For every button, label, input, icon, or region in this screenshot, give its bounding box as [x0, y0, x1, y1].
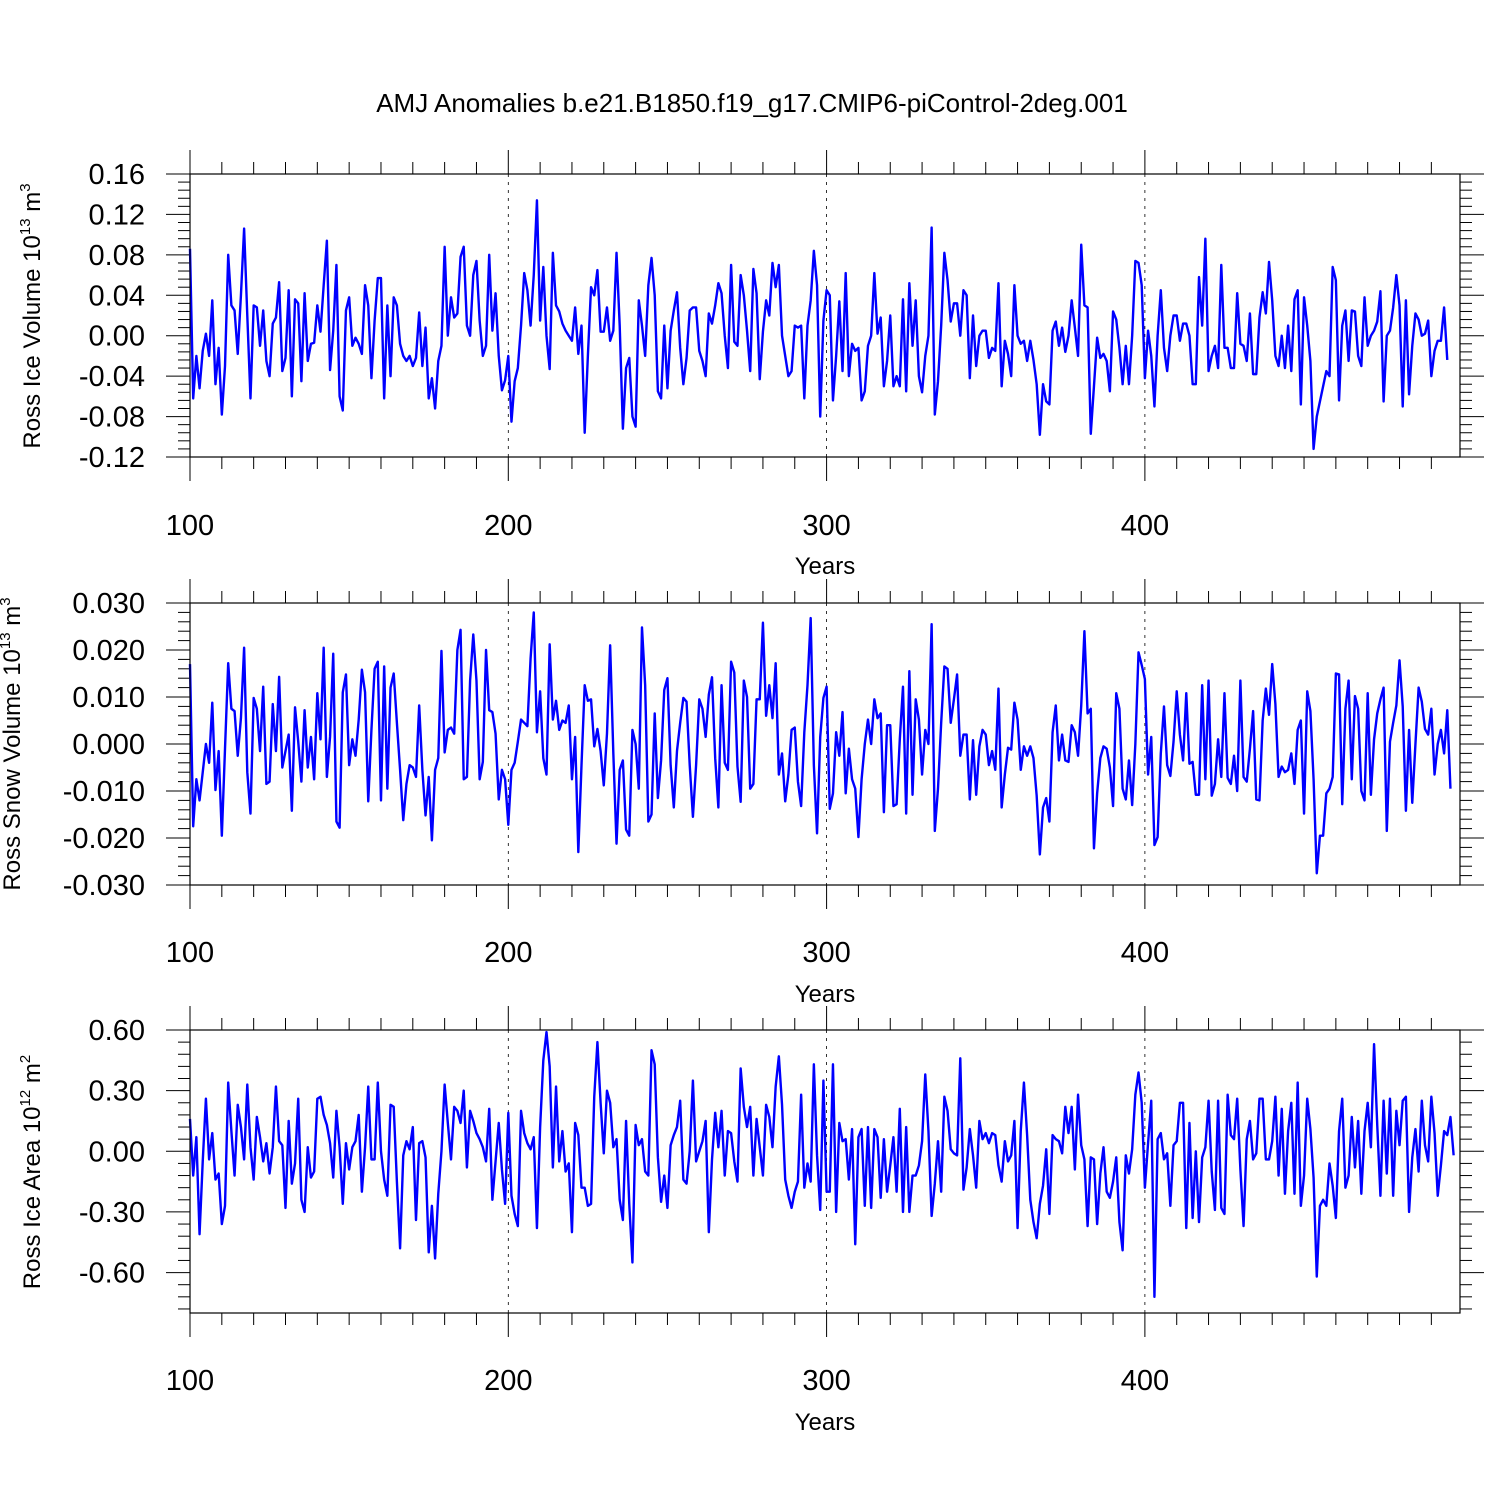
series-line — [188, 611, 1452, 875]
y-tick-label: 0.16 — [89, 159, 145, 191]
x-tick-label: 400 — [1121, 937, 1169, 969]
y-tick-label: 0.60 — [89, 1015, 145, 1047]
y-tick-label: 0.00 — [89, 1136, 145, 1168]
y-tick-label: 0.08 — [89, 240, 145, 272]
x-tick-label: 100 — [166, 937, 214, 969]
x-tick-label: 300 — [802, 510, 850, 542]
plot-frame — [189, 602, 1461, 886]
x-tick-label: 400 — [1121, 510, 1169, 542]
series-line — [188, 1030, 1455, 1299]
x-tick-label: 400 — [1121, 1365, 1169, 1397]
x-tick-label: 200 — [484, 1365, 532, 1397]
y-tick-label: -0.04 — [79, 361, 145, 393]
y-axis-title: Ross Ice Area 1012 m2 — [17, 1055, 46, 1289]
x-axis-title: Years — [795, 553, 856, 580]
x-tick-label: 300 — [802, 937, 850, 969]
y-tick-label: -0.010 — [63, 776, 145, 808]
y-tick-label: -0.30 — [79, 1197, 145, 1229]
y-tick-label: 0.000 — [72, 729, 145, 761]
figure-title: AMJ Anomalies b.e21.B1850.f19_g17.CMIP6-… — [376, 88, 1128, 118]
y-tick-label: 0.030 — [72, 588, 145, 620]
x-axis-title: Years — [795, 981, 856, 1008]
x-axis-title: Years — [795, 1409, 856, 1436]
y-tick-label: 0.04 — [89, 280, 145, 312]
y-tick-label: 0.00 — [89, 321, 145, 353]
panel-ross-ice-volume: 100 200 300 400 0.16 0.12 0.08 0.04 0.00 -0.04 -0.… — [17, 150, 1484, 580]
y-tick-label: -0.020 — [63, 823, 145, 855]
x-tick-label: 100 — [166, 1365, 214, 1397]
x-tick-label: 300 — [802, 1365, 850, 1397]
y-tick-label: 0.010 — [72, 682, 145, 714]
y-tick-label: -0.08 — [79, 402, 145, 434]
x-tick-label: 200 — [484, 937, 532, 969]
y-tick-label: -0.60 — [79, 1258, 145, 1290]
x-tick-label: 200 — [484, 510, 532, 542]
y-axis-title: Ross Ice Volume 1013 m3 — [17, 183, 46, 448]
y-tick-label: 0.12 — [89, 199, 145, 231]
y-tick-label: -0.030 — [63, 870, 145, 902]
y-tick-label: -0.12 — [79, 442, 145, 474]
y-tick-label: 0.30 — [89, 1076, 145, 1108]
panel-ross-snow-volume: 100 200 300 400 0.030 0.020 0.010 0.000 -0.010 -0… — [0, 579, 1484, 1008]
x-tick-label: 100 — [166, 510, 214, 542]
panel-ross-ice-area: 100 200 300 400 0.60 0.30 0.00 -0.30 -0.60 Years R… — [17, 1006, 1484, 1436]
series-line — [188, 199, 1449, 451]
plot-frame — [189, 1029, 1461, 1314]
y-axis-title: Ross Snow Volume 1013 m3 — [0, 597, 26, 890]
y-tick-label: 0.020 — [72, 635, 145, 667]
plot-frame — [189, 173, 1461, 458]
